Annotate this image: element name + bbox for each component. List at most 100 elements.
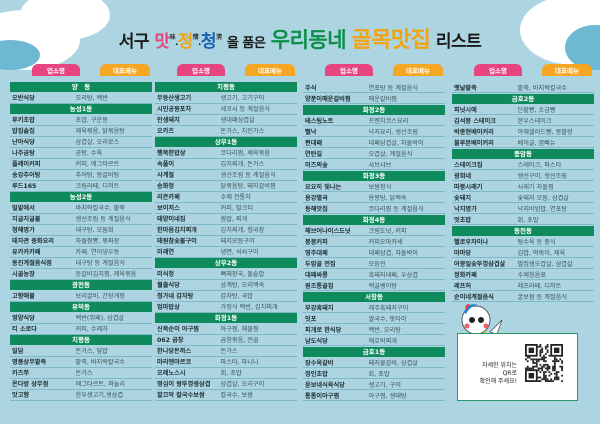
restaurant-name: 낙지명가 [454, 205, 477, 213]
district-header: 화정2동 [303, 104, 445, 115]
restaurant-column: 업소명 대표메뉴 주식 연포탕 등 계절음식 양푼이매운갈비찜 매운갈비찜 화정2동 테스팅노… [303, 64, 445, 401]
list-item: 마리엔마르코 파스타, 파니니 [155, 357, 297, 368]
restaurant-name: 윤보네식육식당 [305, 381, 345, 389]
list-item: 뻘낙 낙지요리, 생선조림 [303, 126, 445, 137]
list-item: 남도식당 애호박찌개 [303, 335, 445, 346]
restaurant-menu: 쌀국수, 팟타이 [368, 315, 407, 323]
restaurant-name: 시골농장 [12, 271, 35, 278]
district-header: 금호2동 [452, 93, 594, 104]
restaurant-name: 오레노스시 [157, 370, 186, 377]
restaurant-menu: 애호박찌개 [368, 337, 397, 345]
list-item: 한마음김치찌개 김치찌개, 청국장 [155, 225, 297, 236]
restaurant-name: 루드165 [12, 183, 37, 190]
list-item: 엄마밥상 가정식 백반, 김치찌개 [155, 302, 297, 313]
restaurant-menu: 아구찜, 해물찜 [220, 326, 259, 333]
header-name: 업소명 [32, 64, 80, 76]
restaurant-name: 장수옥갈비 [305, 359, 334, 367]
list-item: 온다방 상무점 에그타르트, 꽈놀리 [10, 379, 152, 390]
qr-instruction: 자세한 위치는 QR로 확인해 주세요! [480, 362, 517, 386]
restaurant-menu: 벌집생오겹살, 삼겹살 [517, 260, 573, 268]
restaurant-menu: 삼계탕, 오리백숙 [220, 282, 265, 289]
list-item: 시골농장 등갈비김치찜, 제육볶음 [10, 269, 152, 280]
restaurant-name: 카츠쭈 [12, 370, 30, 377]
restaurant-name: 김석봉 스테이크 [454, 117, 497, 125]
restaurant-name: 영주대패 [305, 249, 328, 257]
list-item: 깔끄막 칼국수보쌈 칼국수, 보쌈 [155, 390, 297, 401]
list-item: 레프허 레프라떼, 디저트 [452, 280, 594, 291]
list-item: 미식정 뼈해장국, 돌솥밥 [155, 269, 297, 280]
district-header: 화정1동 [155, 313, 297, 323]
restaurant-menu: 낙지요리, 생선조림 [368, 128, 418, 136]
restaurant-name: 태자관 중화요리 [12, 238, 55, 245]
restaurant-name: 테스팅노트 [305, 117, 334, 125]
restaurant-menu: 보리굴비, 간장게장 [75, 293, 125, 300]
restaurant-menu: 커피, 수제차 [75, 326, 108, 333]
list-item: 따봉시래기 시래기 차돌찜 [452, 181, 594, 192]
restaurant-name: 봉봉커피 [305, 238, 328, 246]
district-header: 상무1동 [155, 137, 297, 147]
restaurant-name: 블루본베이커리 [454, 139, 494, 147]
list-item: 지글지글불 생선조림 등 계절음식 [10, 214, 152, 225]
list-item: 대패싸롱 흑돼지대패, 우삼겹 [303, 269, 445, 280]
list-item: 동진계절음식점 대구탕 등 계절음식 [10, 258, 152, 269]
qr-code[interactable] [525, 344, 563, 382]
list-item: 연탄길 오겹살, 계절음식 [303, 148, 445, 159]
restaurant-name: 송화정 [157, 183, 175, 190]
district-header: 금호1동 [303, 346, 445, 357]
list-item: 태원참숯불구이 돼지모듬구이 [155, 236, 297, 247]
list-item: 용강별곡 용봉탕, 닭백숙 [303, 192, 445, 203]
header-name: 업소명 [474, 64, 522, 76]
restaurant-name: 무등산생고기 [157, 95, 192, 102]
restaurant-menu: 샤브샤브 [368, 161, 392, 169]
title-hanja: 淸 [215, 34, 222, 41]
list-item: 잇포 쌀국수, 팟타이 [303, 313, 445, 324]
restaurant-menu: 백골뱅이탕 [368, 282, 397, 290]
list-item: 스테이크집 스테이크, 파스타 [452, 159, 594, 170]
restaurant-menu: 크림도넛, 커피 [368, 227, 407, 235]
restaurant-menu: 생고기, 고기구이 [220, 95, 265, 102]
list-item: 루드165 크림라떼, 디저트 [10, 181, 152, 192]
list-item: 옛날팥죽 팥죽, 바지락칼국수 [452, 82, 594, 93]
list-item: 정화카페 수제청음료 [452, 269, 594, 280]
restaurant-name: 태원참숯불구이 [157, 238, 197, 245]
qr-text-line: 자세한 위치는 [481, 362, 517, 369]
restaurant-menu: 커피, 에그타르트 [75, 161, 120, 168]
restaurant-menu: 쌈밥, 찌개 [220, 216, 248, 223]
restaurant-name: 헬로우차이나 [454, 238, 489, 246]
restaurant-menu: 오리탕, 백반 [75, 95, 108, 102]
restaurant-name: 뻘낙 [305, 128, 317, 136]
restaurant-menu: 삼겹살, 오리구이 [220, 381, 265, 388]
list-item: 태자관 중화요리 차돌짬뽕, 볶짜장 [10, 236, 152, 247]
restaurant-menu: 낙지비빔밥, 연포탕 [517, 205, 567, 213]
restaurant-menu: 단팥빵, 소금빵 [517, 106, 556, 114]
list-item: 난아식당 삼겹살, 오리로스 [10, 137, 152, 148]
restaurant-menu: 프렌치코스요리 [368, 117, 409, 125]
restaurant-name: 월출식당 [157, 282, 180, 289]
list-item: 낙지명가 낙지비빔밥, 연포탕 [452, 203, 594, 214]
restaurant-menu: 한우스테이크 [517, 117, 552, 125]
restaurant-menu: 오겹살, 계절음식 [368, 150, 413, 158]
restaurant-menu: 아구찜, 생태탕 [368, 392, 407, 400]
district-header: 동천동 [452, 225, 594, 236]
list-item: 속풀이 김치찌개, 돈가스 [155, 159, 297, 170]
restaurant-menu: 닭볶음탕, 돼지갈비찜 [220, 183, 276, 190]
restaurant-name: 062 곱창 [157, 337, 184, 344]
restaurant-name: 따봉시래기 [454, 183, 483, 191]
list-item: 주식 연포탕 등 계절음식 [303, 82, 445, 93]
title-hanja: 情 [192, 34, 199, 41]
restaurant-menu: 팥죽, 바지락칼국수 [517, 84, 567, 92]
restaurant-menu: 세꼬시 등 계절음식 [220, 106, 270, 113]
restaurant-menu: 삼겹살, 오리로스 [75, 139, 120, 146]
header-menu: 대표메뉴 [100, 64, 150, 76]
header-menu: 대표메뉴 [245, 64, 295, 76]
restaurant-name: 맛고향 [12, 392, 30, 399]
restaurant-name: 티 소로다 [12, 326, 37, 333]
list-item: 리즌카페 수제 전통차 [155, 192, 297, 203]
list-item: 인생돼지 생대패삼겹살 [155, 115, 297, 126]
list-item: 행복한밥상 코다리찜, 제육볶음 [155, 148, 297, 159]
column-headers: 업소명 대표메뉴 [452, 64, 594, 76]
list-item: 순이네계절음식 굴보쌈 등 계절음식 [452, 291, 594, 302]
list-item: 편대패 대패삼겹살, 차돌박이 [303, 137, 445, 148]
list-item: 오반식당 오리탕, 백반 [10, 93, 152, 104]
title-text: 서구 [118, 32, 150, 52]
